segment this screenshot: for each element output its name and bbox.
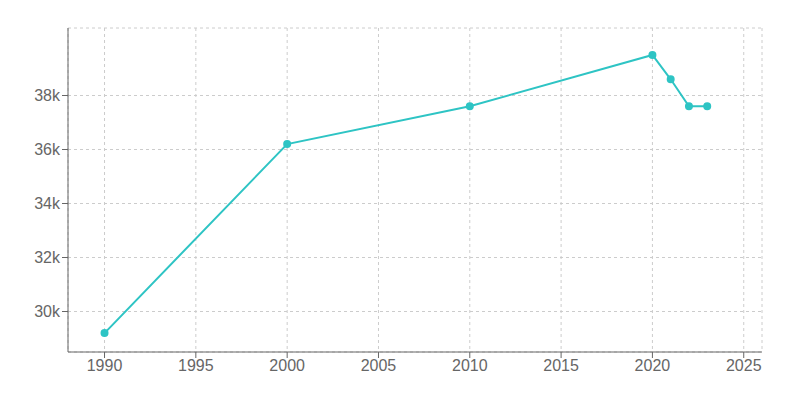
svg-text:32k: 32k bbox=[34, 249, 61, 266]
svg-text:30k: 30k bbox=[34, 303, 61, 320]
svg-text:2025: 2025 bbox=[726, 357, 762, 374]
svg-text:2020: 2020 bbox=[635, 357, 671, 374]
svg-text:1990: 1990 bbox=[87, 357, 123, 374]
svg-text:2005: 2005 bbox=[361, 357, 397, 374]
svg-text:1995: 1995 bbox=[178, 357, 214, 374]
svg-text:2010: 2010 bbox=[452, 357, 488, 374]
svg-text:2015: 2015 bbox=[543, 357, 579, 374]
svg-text:34k: 34k bbox=[34, 195, 61, 212]
svg-text:36k: 36k bbox=[34, 141, 61, 158]
svg-text:2000: 2000 bbox=[269, 357, 305, 374]
svg-text:38k: 38k bbox=[34, 87, 61, 104]
